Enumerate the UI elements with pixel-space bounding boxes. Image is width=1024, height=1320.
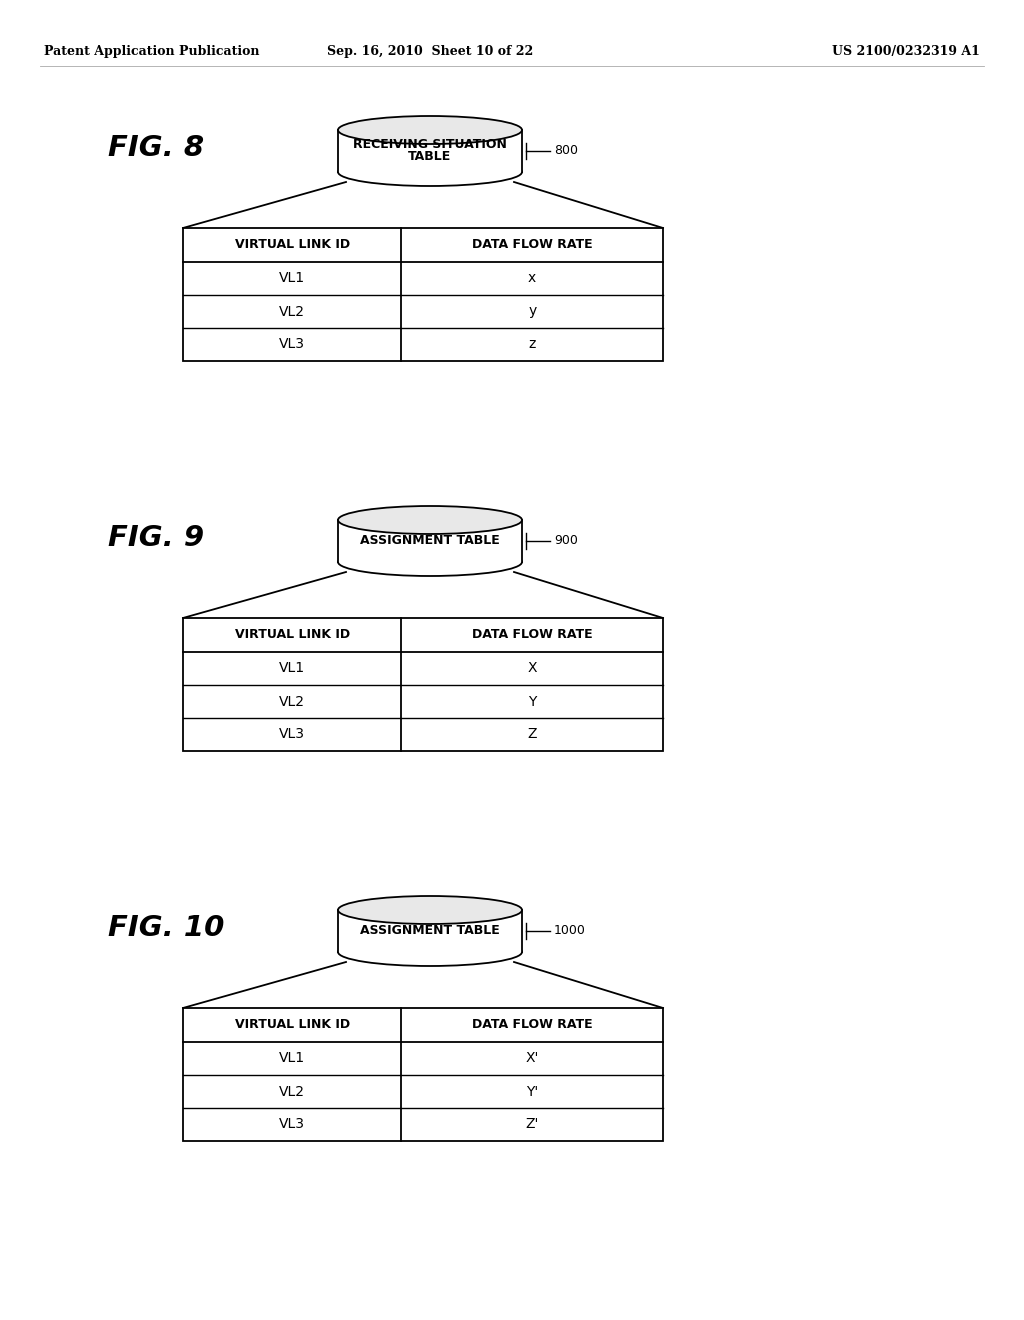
- Text: 900: 900: [554, 535, 578, 548]
- Text: TABLE: TABLE: [409, 150, 452, 164]
- Text: ASSIGNMENT TABLE: ASSIGNMENT TABLE: [360, 535, 500, 548]
- Bar: [338, 129, 522, 172]
- Text: 800: 800: [554, 144, 578, 157]
- Bar: [338, 909, 522, 952]
- Text: VL3: VL3: [280, 727, 305, 742]
- Text: VL1: VL1: [280, 1052, 305, 1065]
- Text: VL1: VL1: [280, 272, 305, 285]
- Text: X: X: [527, 661, 537, 676]
- Text: y: y: [528, 305, 537, 318]
- Text: VL3: VL3: [280, 1118, 305, 1131]
- Bar: [183, 618, 663, 751]
- Text: Z': Z': [525, 1118, 539, 1131]
- Text: FIG. 8: FIG. 8: [108, 135, 204, 162]
- Text: X': X': [525, 1052, 539, 1065]
- Text: 1000: 1000: [554, 924, 586, 937]
- Text: x: x: [528, 272, 537, 285]
- Bar: [183, 1008, 663, 1140]
- Text: FIG. 10: FIG. 10: [108, 913, 224, 942]
- Text: VL2: VL2: [280, 694, 305, 709]
- Text: VIRTUAL LINK ID: VIRTUAL LINK ID: [234, 239, 350, 252]
- Text: FIG. 9: FIG. 9: [108, 524, 204, 552]
- Text: Y: Y: [528, 694, 537, 709]
- Text: DATA FLOW RATE: DATA FLOW RATE: [472, 239, 593, 252]
- Ellipse shape: [338, 896, 522, 924]
- Text: Y': Y': [526, 1085, 539, 1098]
- Text: VL2: VL2: [280, 1085, 305, 1098]
- Text: Z: Z: [527, 727, 537, 742]
- Ellipse shape: [338, 506, 522, 535]
- Text: DATA FLOW RATE: DATA FLOW RATE: [472, 1019, 593, 1031]
- Text: Sep. 16, 2010  Sheet 10 of 22: Sep. 16, 2010 Sheet 10 of 22: [327, 45, 534, 58]
- Text: VIRTUAL LINK ID: VIRTUAL LINK ID: [234, 1019, 350, 1031]
- Text: DATA FLOW RATE: DATA FLOW RATE: [472, 628, 593, 642]
- Text: VL3: VL3: [280, 338, 305, 351]
- Text: z: z: [528, 338, 536, 351]
- Text: VIRTUAL LINK ID: VIRTUAL LINK ID: [234, 628, 350, 642]
- Text: US 2100/0232319 A1: US 2100/0232319 A1: [833, 45, 980, 58]
- Text: Patent Application Publication: Patent Application Publication: [44, 45, 259, 58]
- Bar: [338, 520, 522, 562]
- Bar: [183, 228, 663, 360]
- Text: VL1: VL1: [280, 661, 305, 676]
- Text: RECEIVING SITUATION: RECEIVING SITUATION: [353, 139, 507, 152]
- Text: ASSIGNMENT TABLE: ASSIGNMENT TABLE: [360, 924, 500, 937]
- Ellipse shape: [338, 116, 522, 144]
- Text: VL2: VL2: [280, 305, 305, 318]
